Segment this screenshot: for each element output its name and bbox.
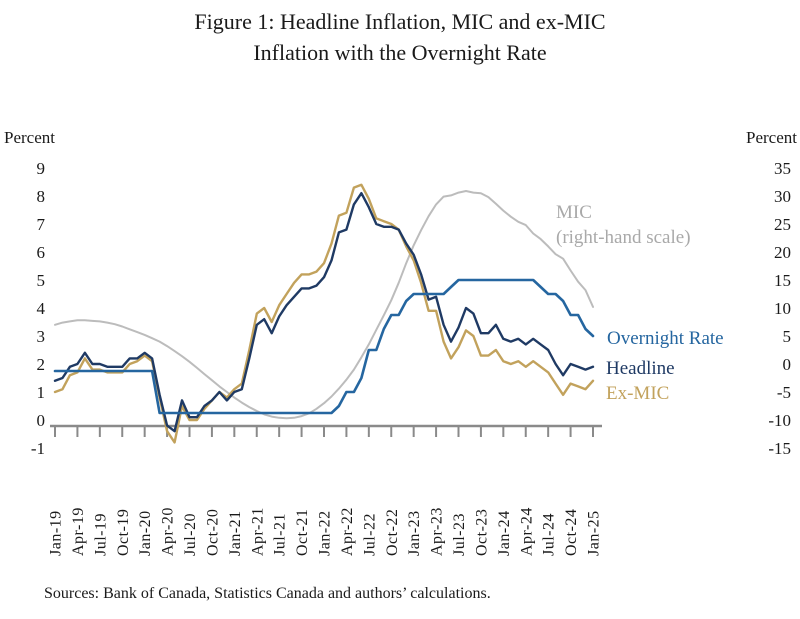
right-axis-unit-label: Percent: [746, 128, 797, 147]
x-tick-label: Apr-21: [249, 507, 266, 556]
headline-line: [53, 191, 595, 433]
left-y-tick-label: 6: [37, 243, 46, 262]
x-tick-label: Jul-21: [272, 513, 289, 556]
right-y-tick-label: -15: [768, 439, 791, 458]
overnight-rate-line: [53, 278, 595, 415]
x-tick-label: Jan-19: [48, 510, 65, 556]
right-y-tick-label: 30: [774, 187, 791, 206]
right-y-tick-label: 0: [783, 355, 792, 374]
source-note: Sources: Bank of Canada, Statistics Cana…: [44, 585, 491, 602]
series-label-ex-mic: Ex-MIC: [606, 383, 670, 404]
x-tick-label: Oct-24: [563, 509, 580, 556]
right-y-tick-label: -10: [768, 411, 791, 430]
mic-line: [54, 190, 594, 420]
x-tick-label: Jan-25: [586, 510, 603, 556]
x-tick-label: Jan-20: [137, 510, 154, 556]
x-tick-label: Jul-22: [361, 513, 378, 556]
left-axis-unit-label: Percent: [4, 128, 55, 147]
x-tick-label: Apr-23: [429, 507, 446, 556]
x-tick-label: Apr-20: [160, 507, 177, 556]
left-y-tick-label: -1: [31, 439, 45, 458]
left-y-tick-label: 2: [37, 355, 46, 374]
right-y-tick-label: 5: [783, 327, 792, 346]
left-y-tick-label: 5: [37, 271, 46, 290]
left-y-tick-label: 3: [37, 327, 46, 346]
series-label-headline: Headline: [606, 358, 675, 379]
right-y-tick-label: 20: [774, 243, 791, 262]
x-tick-label: Jul-23: [451, 513, 468, 556]
x-tick-label: Apr-19: [70, 507, 87, 556]
series-label-mic-line2: (right-hand scale): [556, 227, 691, 248]
left-y-tick-label: 8: [37, 187, 46, 206]
left-y-tick-label: 0: [37, 411, 46, 430]
series-label-mic: MIC (right-hand scale): [556, 200, 691, 250]
figure-title-line2: Inflation with the Overnight Rate: [253, 40, 547, 65]
x-tick-label: Jul-19: [92, 513, 109, 556]
x-tick-label: Jan-24: [496, 510, 513, 556]
x-tick-label: Jan-21: [227, 510, 244, 556]
series-label-overnight-rate: Overnight Rate: [607, 328, 724, 349]
x-tick-label: Jan-22: [317, 510, 334, 556]
right-y-tick-label: 25: [774, 215, 791, 234]
x-tick-label: Apr-22: [339, 507, 356, 556]
right-y-tick-label: 35: [774, 159, 791, 178]
left-y-tick-label: 4: [37, 299, 46, 318]
x-tick-label: Oct-21: [294, 509, 311, 556]
x-tick-label: Jul-20: [182, 513, 199, 556]
left-y-tick-label: 1: [37, 383, 46, 402]
x-tick-label: Oct-19: [115, 509, 132, 556]
series-label-mic-line1: MIC: [556, 202, 592, 223]
x-tick-label: Jan-23: [406, 510, 423, 556]
left-y-tick-label: 7: [37, 215, 46, 234]
left-y-tick-label: 9: [37, 159, 46, 178]
x-tick-label: Oct-23: [473, 509, 490, 556]
right-y-tick-label: 15: [774, 271, 791, 290]
x-tick-label: Apr-24: [518, 507, 535, 556]
right-y-tick-label: -5: [777, 383, 791, 402]
ex-mic-line: [53, 183, 595, 444]
right-y-tick-label: 10: [774, 299, 791, 318]
figure-title-line1: Figure 1: Headline Inflation, MIC and ex…: [194, 9, 606, 34]
x-tick-label: Oct-22: [384, 509, 401, 556]
figure-title: Figure 1: Headline Inflation, MIC and ex…: [0, 6, 800, 68]
x-tick-label: Jul-24: [541, 513, 558, 556]
x-tick-label: Oct-20: [204, 509, 221, 556]
